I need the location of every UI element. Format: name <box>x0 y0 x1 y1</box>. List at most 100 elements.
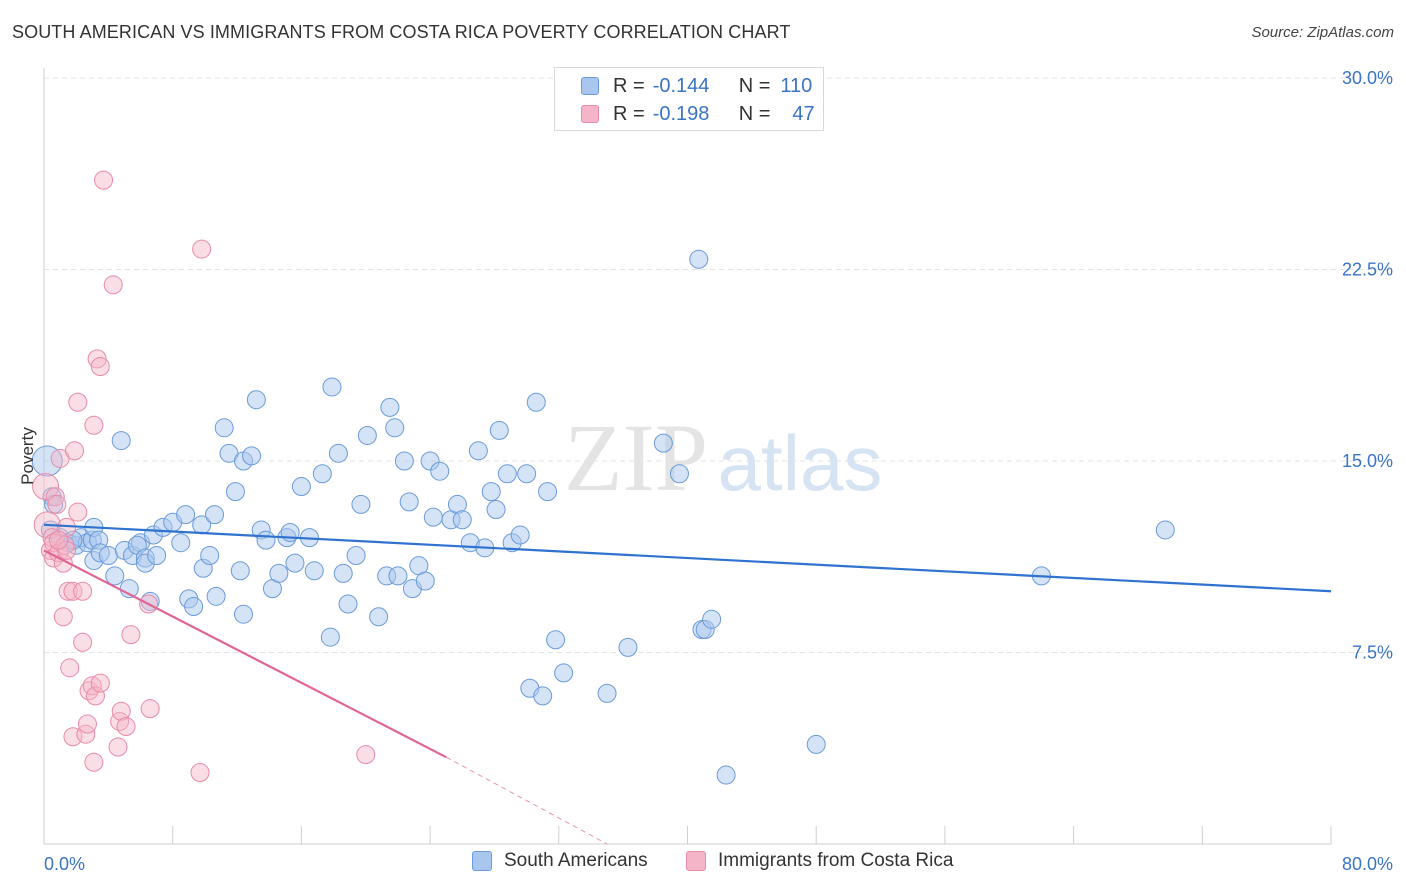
data-point-costa-rica <box>76 724 96 744</box>
data-point-costa-rica <box>111 701 131 721</box>
data-point-south-americans <box>184 597 204 617</box>
data-point-south-americans <box>225 482 245 502</box>
bottom-legend-label-costa: Immigrants from Costa Rica <box>718 850 954 871</box>
y-axis-label: Poverty <box>18 427 37 485</box>
data-point-south-americans <box>388 566 408 586</box>
watermark-zip: ZIP <box>564 404 708 511</box>
data-point-south-americans <box>546 630 566 650</box>
data-point-costa-rica <box>192 239 212 259</box>
data-point-costa-rica <box>45 487 65 507</box>
data-point-south-americans <box>716 765 736 785</box>
data-point-costa-rica <box>94 170 114 190</box>
data-point-south-americans <box>489 420 509 440</box>
data-point-costa-rica <box>48 530 68 550</box>
series-south-americans <box>31 249 1175 785</box>
data-point-costa-rica <box>68 392 88 412</box>
data-point-south-americans <box>618 637 638 657</box>
data-point-costa-rica <box>190 763 210 783</box>
data-point-south-americans <box>31 445 63 477</box>
data-point-costa-rica <box>73 581 93 601</box>
data-point-costa-rica <box>53 607 73 627</box>
data-point-south-americans <box>205 505 225 525</box>
data-point-costa-rica <box>77 714 97 734</box>
trend-line-costa-rica-extension <box>445 756 608 845</box>
data-point-south-americans <box>351 494 371 514</box>
data-point-south-americans <box>481 482 501 502</box>
data-point-costa-rica <box>84 415 104 435</box>
data-point-south-americans <box>206 586 226 606</box>
legend-r-label: R = <box>613 74 645 97</box>
legend-n-label: N = <box>738 102 771 125</box>
data-point-south-americans <box>333 563 353 583</box>
data-point-south-americans <box>338 594 358 614</box>
data-point-south-americans <box>533 686 553 706</box>
data-point-costa-rica <box>103 275 123 295</box>
data-point-costa-rica <box>58 581 78 601</box>
data-point-south-americans <box>669 464 689 484</box>
data-point-south-americans <box>285 553 305 573</box>
data-point-south-americans <box>510 525 530 545</box>
data-point-south-americans <box>369 607 389 627</box>
data-point-south-americans <box>291 477 311 497</box>
data-point-south-americans <box>312 464 332 484</box>
data-point-south-americans <box>246 390 266 410</box>
data-point-south-americans <box>497 464 517 484</box>
data-point-south-americans <box>689 249 709 269</box>
chart-title: SOUTH AMERICAN VS IMMIGRANTS FROM COSTA … <box>12 22 791 42</box>
data-point-south-americans <box>399 492 419 512</box>
data-point-south-americans <box>233 604 253 624</box>
series-costa-rica <box>32 170 376 783</box>
data-point-south-americans <box>452 510 472 530</box>
data-point-costa-rica <box>68 502 88 522</box>
data-point-south-americans <box>176 505 196 525</box>
bottom-legend-swatch-south <box>472 851 492 871</box>
legend-swatch-costa <box>581 105 599 123</box>
bottom-legend-swatch-costa <box>686 851 706 871</box>
data-point-south-americans <box>98 545 118 565</box>
data-point-south-americans <box>200 545 220 565</box>
x-tick-label: 80.0% <box>1342 854 1393 874</box>
trend-line-south-americans <box>43 523 1332 593</box>
data-point-south-americans <box>526 392 546 412</box>
data-point-costa-rica <box>57 540 77 560</box>
bottom-legend-south: South Americans <box>472 850 648 872</box>
y-tick-label: 7.5% <box>1352 643 1393 663</box>
legend-r-label: R = <box>613 102 645 125</box>
data-point-south-americans <box>320 627 340 647</box>
legend-swatch-south <box>581 77 599 95</box>
data-point-south-americans <box>346 545 366 565</box>
data-point-south-americans <box>385 418 405 438</box>
watermark-atlas: atlas <box>718 419 883 507</box>
legend-n-value: 47 <box>792 102 815 125</box>
legend-r-value: -0.198 <box>652 102 710 125</box>
legend-r-value: -0.144 <box>652 74 710 97</box>
data-point-south-americans <box>597 683 617 703</box>
data-point-costa-rica <box>356 745 376 765</box>
data-point-south-americans <box>214 418 234 438</box>
data-point-costa-rica <box>90 673 110 693</box>
data-point-south-americans <box>415 571 435 591</box>
data-point-south-americans <box>171 533 191 553</box>
data-point-south-americans <box>269 563 289 583</box>
trend-lines <box>43 523 1332 845</box>
y-tick-label: 15.0% <box>1342 451 1393 471</box>
legend: R = -0.144 N = 110 R = -0.198 N = 47 <box>554 67 824 131</box>
data-point-costa-rica <box>79 681 99 701</box>
data-point-south-americans <box>430 461 450 481</box>
data-point-south-americans <box>256 530 276 550</box>
data-point-south-americans <box>380 397 400 417</box>
data-point-south-americans <box>554 663 574 683</box>
data-point-costa-rica <box>63 581 83 601</box>
data-point-south-americans <box>702 609 722 629</box>
data-point-costa-rica <box>73 632 93 652</box>
legend-n-label: N = <box>738 74 771 97</box>
data-point-costa-rica <box>90 357 110 377</box>
source-label: Source: ZipAtlas.com <box>1251 24 1394 41</box>
data-point-south-americans <box>242 446 262 466</box>
data-point-south-americans <box>806 734 826 754</box>
data-point-south-americans <box>322 377 342 397</box>
bottom-legend-costa: Immigrants from Costa Rica <box>686 850 953 872</box>
data-point-south-americans <box>230 561 250 581</box>
x-tick-labels: 0.0% 80.0% <box>44 854 1393 874</box>
bottom-legend: South Americans Immigrants from Costa Ri… <box>0 850 1406 878</box>
